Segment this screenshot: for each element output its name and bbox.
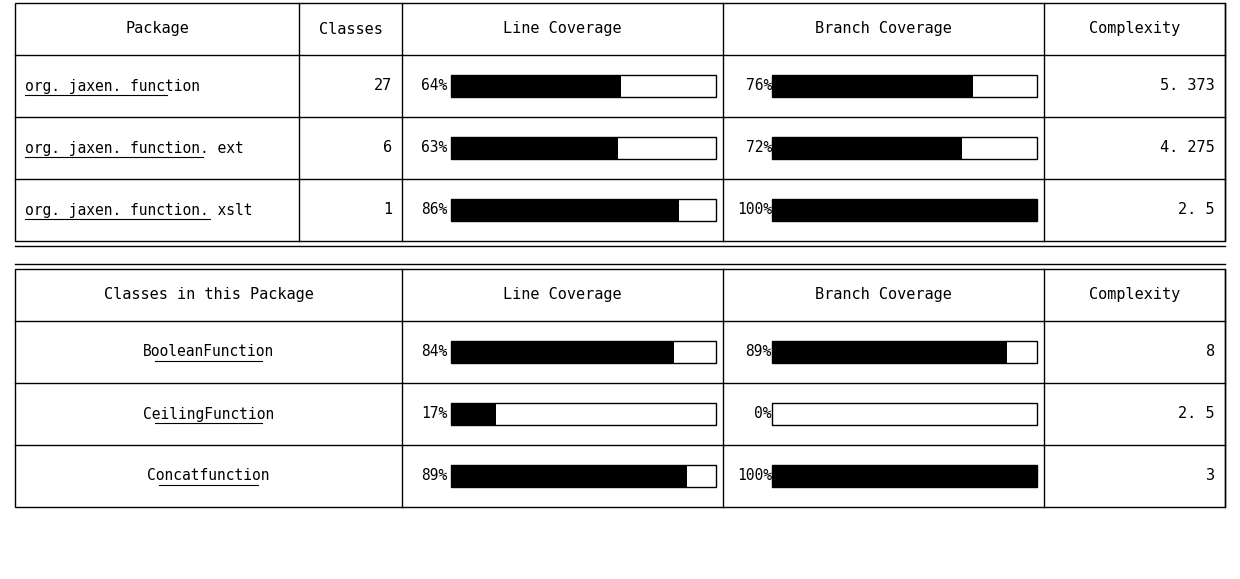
Text: Package: Package [125, 21, 190, 36]
Bar [451, 199, 715, 221]
Text: 63%: 63% [420, 141, 448, 156]
Text: org. jaxen. function: org. jaxen. function [25, 79, 200, 93]
Bar [451, 137, 715, 159]
Text: 6: 6 [383, 141, 392, 156]
Bar [451, 341, 673, 363]
Text: 100%: 100% [737, 203, 771, 218]
Bar [451, 199, 678, 221]
Text: Line Coverage: Line Coverage [503, 288, 621, 302]
Text: 2. 5: 2. 5 [1178, 406, 1215, 422]
Bar [451, 403, 496, 425]
Text: 89%: 89% [420, 468, 448, 483]
Text: org. jaxen. function. xslt: org. jaxen. function. xslt [25, 203, 253, 218]
Bar [771, 199, 1037, 221]
Bar [771, 75, 1037, 97]
Bar [771, 75, 973, 97]
Bar [15, 3, 1225, 241]
Bar [451, 137, 618, 159]
Text: 84%: 84% [420, 345, 448, 360]
Text: 5. 373: 5. 373 [1161, 79, 1215, 93]
Text: 64%: 64% [420, 79, 448, 93]
Text: org. jaxen. function. ext: org. jaxen. function. ext [25, 141, 244, 156]
Bar [451, 465, 715, 487]
Bar [771, 465, 1037, 487]
Text: 27: 27 [374, 79, 392, 93]
Text: 4. 275: 4. 275 [1161, 141, 1215, 156]
Text: Branch Coverage: Branch Coverage [815, 21, 951, 36]
Text: 8: 8 [1205, 345, 1215, 360]
Bar [451, 75, 715, 97]
Text: 100%: 100% [737, 468, 771, 483]
Bar [15, 269, 1225, 507]
Text: 1: 1 [383, 203, 392, 218]
Text: 3: 3 [1205, 468, 1215, 483]
Text: Classes: Classes [319, 21, 383, 36]
Bar [771, 465, 1037, 487]
Text: CeilingFunction: CeilingFunction [143, 406, 274, 422]
Text: Concatfunction: Concatfunction [148, 468, 270, 483]
Text: Line Coverage: Line Coverage [503, 21, 621, 36]
Text: 2. 5: 2. 5 [1178, 203, 1215, 218]
Bar [771, 137, 1037, 159]
Bar [451, 465, 687, 487]
Text: BooleanFunction: BooleanFunction [143, 345, 274, 360]
Text: Classes in this Package: Classes in this Package [104, 288, 314, 302]
Text: Branch Coverage: Branch Coverage [815, 288, 951, 302]
Text: 89%: 89% [745, 345, 771, 360]
Bar [771, 199, 1037, 221]
Text: 86%: 86% [420, 203, 448, 218]
Bar [771, 341, 1007, 363]
Bar [771, 341, 1037, 363]
Bar [771, 137, 962, 159]
Bar [451, 403, 715, 425]
Text: Complexity: Complexity [1089, 288, 1180, 302]
Text: Complexity: Complexity [1089, 21, 1180, 36]
Bar [451, 75, 620, 97]
Text: 0%: 0% [754, 406, 771, 422]
Text: 76%: 76% [745, 79, 771, 93]
Text: 72%: 72% [745, 141, 771, 156]
Bar [451, 341, 715, 363]
Text: 17%: 17% [420, 406, 448, 422]
Bar [771, 403, 1037, 425]
